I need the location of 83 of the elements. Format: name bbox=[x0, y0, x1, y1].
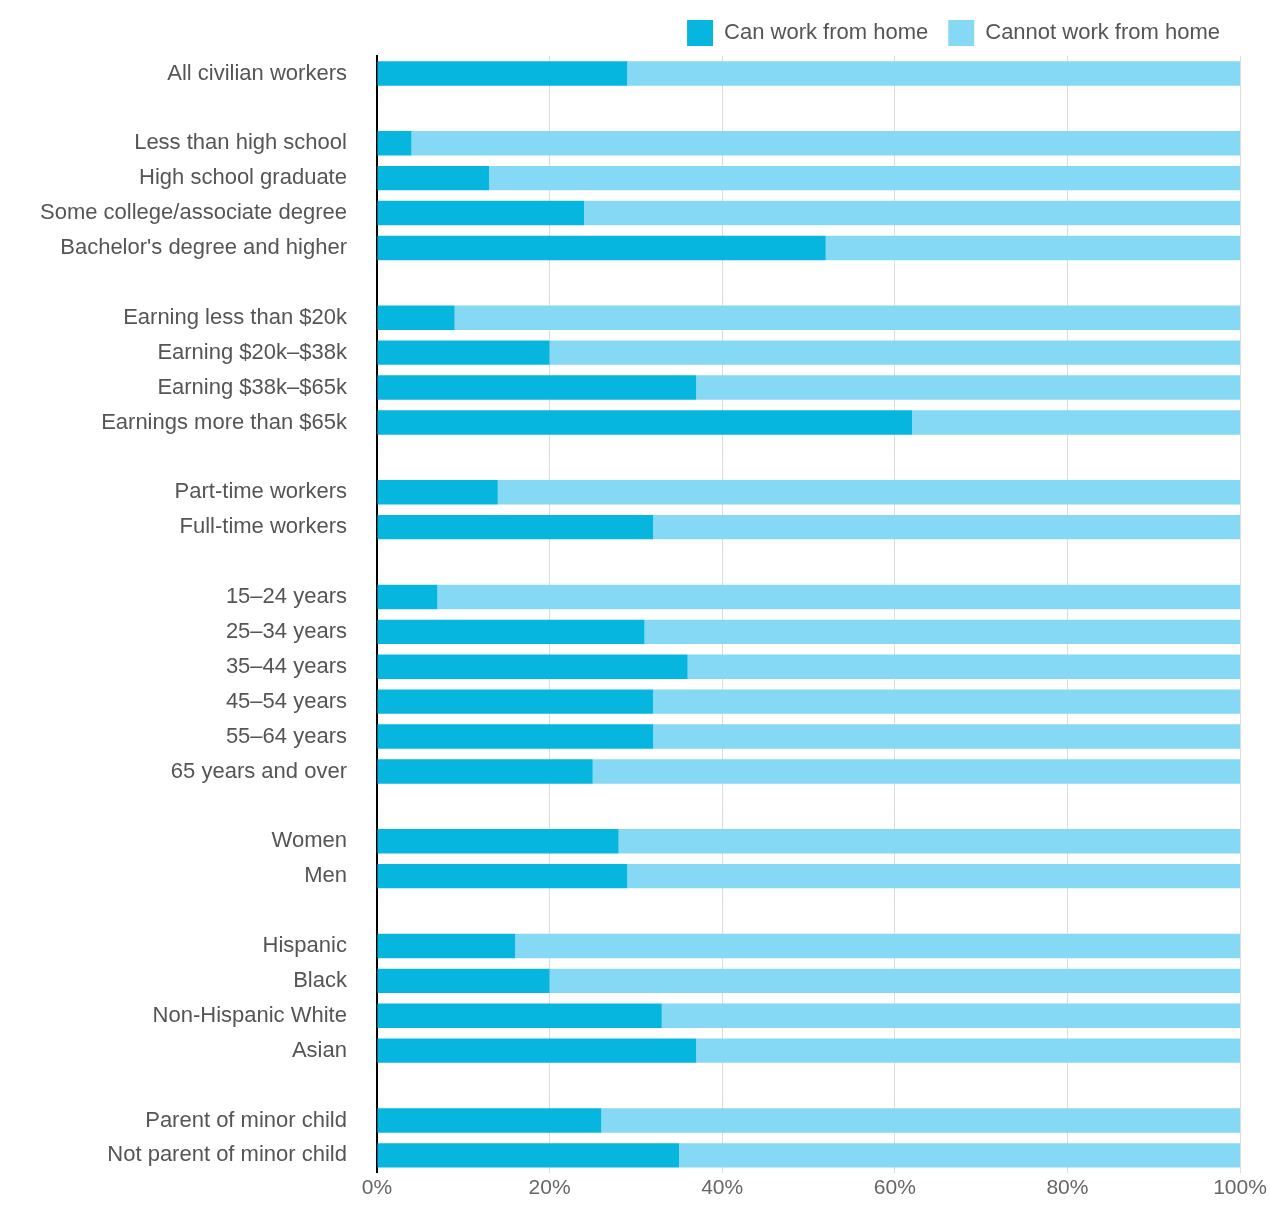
y-tick-label: 35–44 years bbox=[225, 652, 347, 678]
bar bbox=[696, 375, 1240, 400]
y-tick-label: Full-time workers bbox=[179, 513, 347, 539]
bar bbox=[627, 863, 1240, 889]
bar bbox=[377, 235, 826, 261]
x-tick-label: 60% bbox=[873, 1175, 916, 1199]
bar bbox=[377, 584, 438, 610]
bar bbox=[377, 340, 550, 365]
bar bbox=[377, 619, 645, 645]
legend-label: Cannot work from home bbox=[985, 19, 1221, 45]
bar bbox=[653, 514, 1240, 540]
y-tick-label: Asian bbox=[291, 1036, 347, 1062]
legend-label: Can work from home bbox=[724, 19, 929, 45]
bar bbox=[377, 305, 455, 330]
bar bbox=[592, 759, 1240, 784]
bar bbox=[454, 305, 1240, 330]
bar bbox=[696, 1038, 1240, 1063]
bar bbox=[377, 1003, 662, 1028]
y-tick-label: Women bbox=[271, 827, 347, 853]
bar bbox=[912, 410, 1240, 435]
y-tick-label: Hispanic bbox=[262, 932, 347, 958]
bar bbox=[549, 968, 1240, 994]
x-tick-label: 100% bbox=[1213, 1175, 1267, 1199]
bar bbox=[377, 654, 688, 679]
bar bbox=[377, 863, 628, 889]
y-tick-label: Less than high school bbox=[134, 129, 347, 155]
bar bbox=[377, 61, 628, 86]
bar bbox=[601, 1108, 1240, 1133]
y-tick-label: 55–64 years bbox=[225, 722, 347, 748]
y-tick-label: 65 years and over bbox=[170, 757, 347, 783]
y-tick-label: 25–34 years bbox=[225, 617, 347, 643]
y-tick-label: Men bbox=[304, 862, 347, 888]
bar bbox=[653, 724, 1240, 749]
bar bbox=[644, 619, 1240, 645]
bar bbox=[653, 689, 1240, 714]
bar bbox=[377, 1038, 697, 1063]
y-tick-label: 45–54 years bbox=[225, 687, 347, 713]
bar bbox=[377, 759, 593, 784]
x-tick-label: 40% bbox=[701, 1175, 744, 1199]
bar bbox=[618, 829, 1240, 854]
bar bbox=[627, 61, 1240, 86]
y-tick-label: Part-time workers bbox=[174, 478, 347, 504]
bar bbox=[377, 375, 697, 400]
y-tick-label: Earnings more than $65k bbox=[101, 408, 348, 434]
bar bbox=[377, 165, 490, 191]
bar bbox=[515, 933, 1240, 959]
bar bbox=[377, 514, 654, 540]
x-tick-label: 80% bbox=[1046, 1175, 1089, 1199]
bar bbox=[377, 1143, 680, 1168]
bar bbox=[377, 480, 498, 505]
bar bbox=[377, 689, 654, 714]
bar bbox=[549, 340, 1240, 365]
y-tick-label: Parent of minor child bbox=[145, 1106, 347, 1132]
y-tick-label: Non-Hispanic White bbox=[152, 1001, 347, 1027]
bar bbox=[377, 410, 913, 435]
y-tick-label: Black bbox=[293, 966, 348, 992]
y-tick-label: All civilian workers bbox=[167, 59, 347, 85]
bar bbox=[377, 131, 412, 156]
bar bbox=[411, 131, 1240, 156]
bar bbox=[661, 1003, 1240, 1028]
bar bbox=[687, 654, 1240, 679]
y-tick-label: Earning $20k–$38k bbox=[157, 338, 348, 364]
x-tick-label: 0% bbox=[361, 1175, 393, 1199]
x-tick-label: 20% bbox=[528, 1175, 571, 1199]
bar bbox=[377, 1108, 602, 1133]
y-tick-label: High school graduate bbox=[139, 164, 347, 190]
y-tick-label: 15–24 years bbox=[225, 583, 347, 609]
bar bbox=[489, 165, 1240, 191]
bar bbox=[377, 724, 654, 749]
y-tick-label: Earning $38k–$65k bbox=[157, 373, 348, 399]
bar bbox=[377, 933, 516, 959]
bar bbox=[377, 829, 619, 854]
bar bbox=[497, 480, 1240, 505]
bar bbox=[377, 200, 585, 226]
bar bbox=[377, 968, 550, 994]
bar bbox=[825, 235, 1240, 261]
y-tick-label: Some college/associate degree bbox=[40, 199, 347, 225]
y-tick-label: Earning less than $20k bbox=[123, 303, 348, 329]
y-tick-label: Bachelor's degree and higher bbox=[60, 234, 347, 260]
bar bbox=[584, 200, 1240, 226]
y-tick-label: Not parent of minor child bbox=[107, 1141, 347, 1167]
bar bbox=[437, 584, 1240, 610]
bar bbox=[679, 1143, 1240, 1168]
